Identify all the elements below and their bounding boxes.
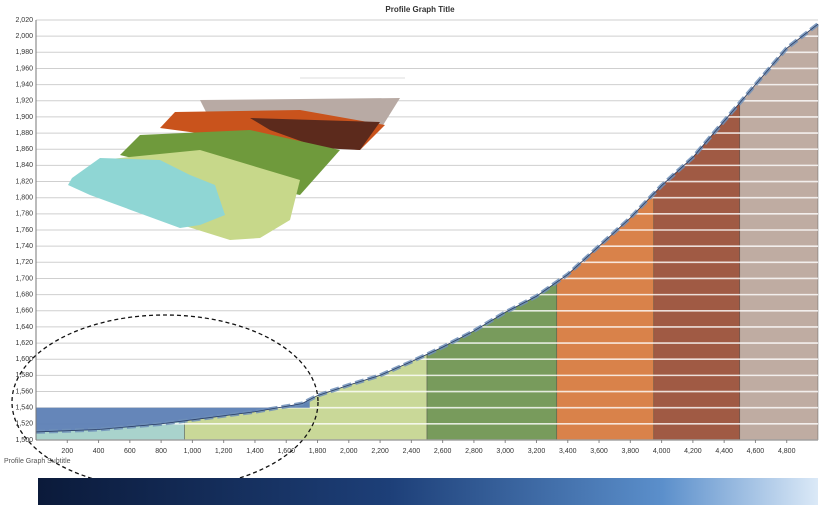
y-tick-label: 1,680 (15, 291, 33, 298)
color-bar (38, 478, 818, 505)
y-tick-label: 1,560 (15, 388, 33, 395)
y-tick-label: 1,740 (15, 243, 33, 250)
x-tick-label: 2,600 (434, 448, 452, 455)
x-tick-label: 2,000 (340, 448, 358, 455)
x-tick-label: 800 (155, 448, 167, 455)
y-tick-label: 1,520 (15, 421, 33, 428)
y-tick-label: 1,700 (15, 275, 33, 282)
y-tick-label: 1,540 (15, 405, 33, 412)
y-tick-label: 1,960 (15, 65, 33, 72)
y-tick-label: 1,940 (15, 81, 33, 88)
x-tick-label: 2,200 (371, 448, 389, 455)
x-tick-label: 3,800 (622, 448, 640, 455)
chart-subtitle: Profile Graph Subtitle (4, 458, 71, 465)
y-tick-label: 1,880 (15, 130, 33, 137)
chart-title: Profile Graph Title (385, 5, 455, 14)
zone (739, 23, 819, 441)
x-tick-label: 3,400 (559, 448, 577, 455)
x-tick-label: 200 (61, 448, 73, 455)
y-tick-label: 1,900 (15, 114, 33, 121)
y-tick-label: 1,500 (15, 437, 33, 444)
y-tick-label: 1,620 (15, 340, 33, 347)
y-tick-label: 1,600 (15, 356, 33, 363)
x-tick-label: 4,000 (653, 448, 671, 455)
x-tick-label: 1,000 (184, 448, 202, 455)
map-layer (68, 158, 225, 228)
zone (426, 281, 558, 441)
y-tick-label: 1,640 (15, 324, 33, 331)
x-tick-label: 4,400 (715, 448, 733, 455)
y-tick-label: 1,840 (15, 162, 33, 169)
x-tick-label: 1,600 (277, 448, 295, 455)
x-tick-label: 4,800 (778, 448, 796, 455)
y-tick-label: 1,800 (15, 195, 33, 202)
y-tick-label: 1,720 (15, 259, 33, 266)
y-tick-label: 1,820 (15, 178, 33, 185)
water-body (36, 399, 310, 432)
x-tick-label: 400 (93, 448, 105, 455)
x-tick-label: 4,200 (684, 448, 702, 455)
y-tick-label: 1,920 (15, 98, 33, 105)
x-tick-label: 1,200 (215, 448, 233, 455)
x-tick-label: 3,000 (496, 448, 514, 455)
y-tick-label: 2,000 (15, 33, 33, 40)
y-tick-label: 1,780 (15, 211, 33, 218)
x-tick-label: 2,400 (403, 448, 421, 455)
inset-map (68, 77, 405, 240)
x-tick-label: 1,400 (246, 448, 264, 455)
marks (35, 22, 820, 434)
y-tick-label: 1,660 (15, 308, 33, 315)
y-tick-label: 1,860 (15, 146, 33, 153)
x-tick-label: 600 (124, 448, 136, 455)
profile-line-core (35, 23, 819, 433)
x-tick-label: 2,800 (465, 448, 483, 455)
y-tick-label: 1,760 (15, 227, 33, 234)
x-tick-label: 4,600 (747, 448, 765, 455)
y-tick-label: 1,980 (15, 49, 33, 56)
areas (35, 23, 819, 441)
x-tick-label: 1,800 (309, 448, 327, 455)
map-layer (250, 118, 380, 150)
y-tick-label: 1,580 (15, 372, 33, 379)
x-tick-label: 3,600 (590, 448, 608, 455)
x-tick-label: 3,200 (528, 448, 546, 455)
y-tick-label: 2,020 (15, 17, 33, 24)
